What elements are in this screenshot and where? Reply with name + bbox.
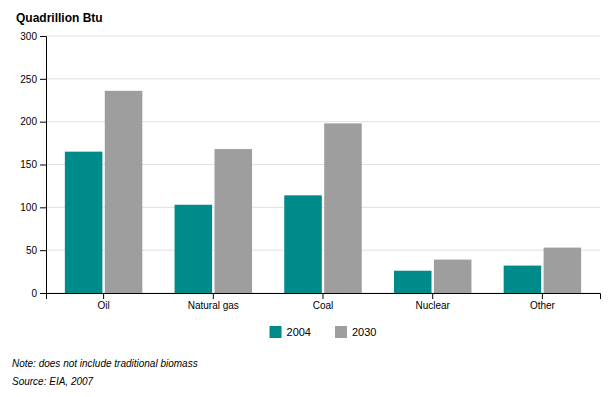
grid-line bbox=[46, 36, 600, 37]
plot: 0 50 100 150 200 250 300 Oil Natural gas Coal Nucl… bbox=[20, 31, 600, 311]
annotation: Source: EIA, 2007 bbox=[12, 376, 94, 387]
legend-swatch bbox=[335, 326, 347, 338]
tick-label: 100 bbox=[20, 202, 37, 213]
tick-label: 300 bbox=[20, 31, 37, 42]
tick-mark bbox=[432, 293, 433, 299]
bar bbox=[434, 260, 472, 293]
bar bbox=[214, 149, 252, 293]
bar bbox=[504, 266, 542, 293]
tick: 100 bbox=[20, 202, 46, 213]
tick: 150 bbox=[20, 159, 46, 170]
bar bbox=[324, 123, 362, 293]
tick: Other bbox=[530, 293, 556, 311]
title: Quadrillion Btu bbox=[16, 11, 103, 25]
x-axis: Oil Natural gas Coal Nuclear Other bbox=[47, 293, 601, 311]
y-axis: 0 50 100 150 200 250 300 bbox=[20, 31, 46, 299]
tick-label: Natural gas bbox=[188, 300, 239, 311]
grid-line bbox=[46, 78, 600, 79]
tick: Natural gas bbox=[188, 293, 239, 311]
tick: 300 bbox=[20, 31, 46, 42]
axis-line bbox=[40, 37, 47, 294]
tick: 250 bbox=[20, 74, 46, 85]
tick-label: 50 bbox=[26, 245, 38, 256]
legend-item: 2030 bbox=[335, 326, 376, 338]
bar bbox=[394, 271, 432, 293]
tick-label: Oil bbox=[97, 300, 109, 311]
bar bbox=[544, 248, 582, 293]
tick: 200 bbox=[20, 116, 46, 127]
tick-mark bbox=[40, 250, 46, 251]
tick: Coal bbox=[313, 293, 334, 311]
tick-label: Coal bbox=[313, 300, 334, 311]
tick-mark bbox=[213, 293, 214, 299]
legend-item: 2004 bbox=[270, 326, 311, 338]
series bbox=[105, 91, 581, 293]
legend-swatch bbox=[270, 326, 282, 338]
tick-mark bbox=[40, 79, 46, 80]
tick: 0 bbox=[31, 288, 46, 299]
tick-label: 200 bbox=[20, 116, 37, 127]
tick-mark bbox=[40, 207, 46, 208]
bar bbox=[65, 152, 103, 293]
tick-mark bbox=[40, 36, 46, 37]
tick-mark bbox=[542, 293, 543, 299]
bars bbox=[65, 91, 581, 293]
bar bbox=[175, 205, 213, 293]
tick-mark bbox=[40, 122, 46, 123]
axis-line bbox=[47, 294, 601, 300]
tick-mark bbox=[323, 293, 324, 299]
legend: 2004 2030 bbox=[270, 326, 377, 338]
legend-label: 2030 bbox=[352, 326, 376, 338]
bar bbox=[284, 195, 322, 293]
tick-label: 250 bbox=[20, 74, 37, 85]
tick-label: Other bbox=[530, 300, 556, 311]
tick-label: 0 bbox=[31, 288, 37, 299]
bar bbox=[105, 91, 143, 293]
legend-label: 2004 bbox=[287, 326, 311, 338]
grid bbox=[46, 36, 600, 293]
tick: Oil bbox=[97, 293, 109, 311]
tick: Nuclear bbox=[415, 293, 450, 311]
annotation: Note: does not include traditional bioma… bbox=[12, 358, 198, 369]
tick: 50 bbox=[26, 245, 46, 256]
tick-mark bbox=[103, 293, 104, 299]
chart: 0 50 100 150 200 250 300 Oil Natural gas Coal Nucl… bbox=[0, 0, 616, 397]
tick-label: Nuclear bbox=[415, 300, 450, 311]
tick-mark bbox=[40, 293, 46, 294]
tick-label: 150 bbox=[20, 159, 37, 170]
tick-mark bbox=[40, 165, 46, 166]
